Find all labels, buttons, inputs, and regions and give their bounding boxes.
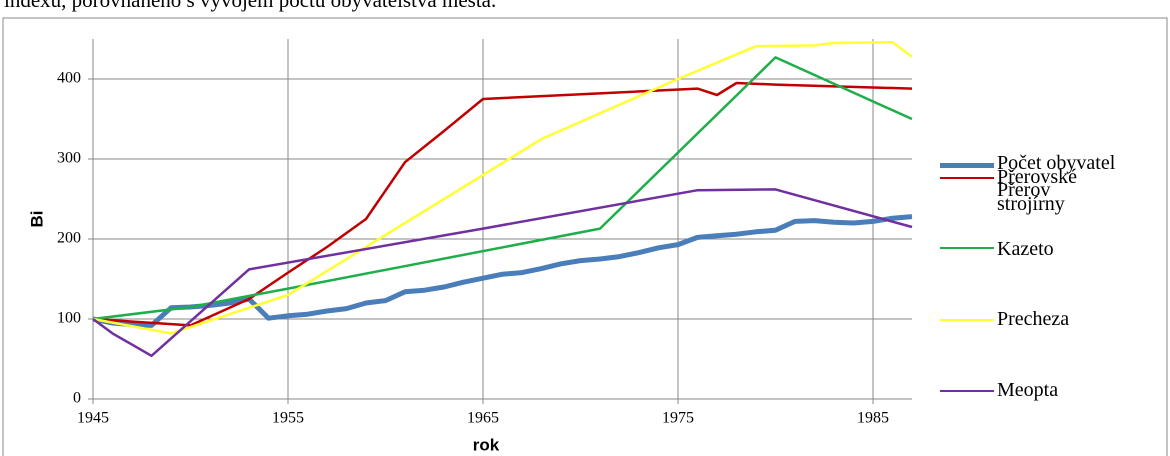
legend-label: Přerovské strojírny <box>997 166 1077 215</box>
y-tick-label: 300 <box>57 150 81 167</box>
legend-label: Počet obyvatel Přerov <box>997 152 1116 201</box>
intro-text: indexu, porovnaného s vývojem počtu obyv… <box>4 0 497 12</box>
series-line <box>92 40 913 335</box>
y-axis-label: Bi <box>27 211 46 228</box>
x-axis-label: rok <box>473 435 500 454</box>
x-tick-label: 1985 <box>857 410 889 427</box>
legend-swatch <box>940 390 994 392</box>
legend-swatch <box>940 247 994 249</box>
series-line <box>92 56 913 321</box>
x-tick-label: 1965 <box>467 410 499 427</box>
y-tick-label: 0 <box>73 390 81 407</box>
legend-swatch <box>940 319 994 321</box>
series-line <box>92 81 913 327</box>
series-line <box>92 214 913 328</box>
y-tick-label: 200 <box>57 230 81 247</box>
series-line <box>92 188 913 358</box>
legend-label: Kazeto <box>997 238 1054 260</box>
legend-swatch <box>940 177 994 179</box>
y-tick-label: 400 <box>57 70 81 87</box>
chart-frame <box>2 17 1168 456</box>
x-tick-label: 1975 <box>662 410 694 427</box>
legend-swatch <box>940 163 994 168</box>
x-tick-label: 1945 <box>77 410 109 427</box>
y-tick-label: 100 <box>57 310 81 327</box>
legend-label: Meopta <box>997 379 1059 401</box>
x-tick-label: 1955 <box>272 410 304 427</box>
legend-label: Precheza <box>997 308 1070 330</box>
